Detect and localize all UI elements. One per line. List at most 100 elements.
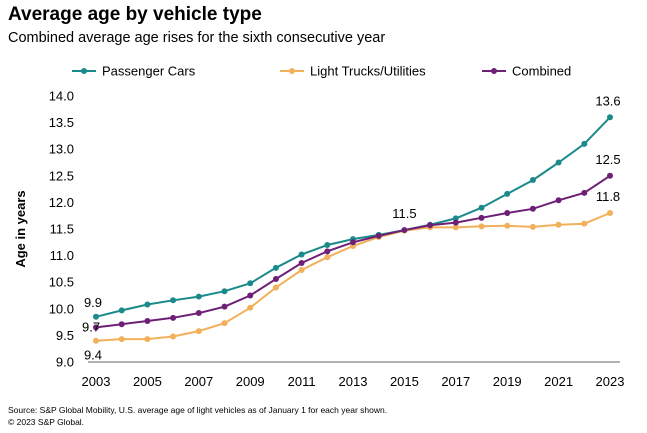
data-point xyxy=(144,336,151,343)
data-point xyxy=(298,266,305,273)
data-point xyxy=(607,114,613,121)
data-point xyxy=(452,224,459,231)
data-point xyxy=(118,336,125,343)
data-point xyxy=(607,210,613,217)
data-point xyxy=(529,205,536,212)
data-point xyxy=(375,232,382,239)
y-tick-label: 13.5 xyxy=(49,115,74,130)
data-label: 13.6 xyxy=(595,93,620,108)
y-tick-label: 9.0 xyxy=(56,355,74,370)
data-point xyxy=(529,223,536,230)
data-point xyxy=(170,297,177,304)
series-line xyxy=(95,212,611,342)
y-tick-label: 12.0 xyxy=(49,195,74,210)
x-tick-label: 2009 xyxy=(236,374,265,389)
legend-label: Passenger Cars xyxy=(102,64,196,79)
x-tick-label: 2019 xyxy=(493,374,522,389)
data-point xyxy=(478,204,485,211)
y-tick-label: 13.0 xyxy=(49,142,74,157)
legend-label: Light Trucks/Utilities xyxy=(310,64,426,79)
data-point xyxy=(324,241,331,248)
data-point xyxy=(221,320,228,327)
copyright-text: © 2023 S&P Global. xyxy=(8,417,85,427)
y-tick-label: 10.5 xyxy=(49,275,74,290)
data-point xyxy=(298,260,305,267)
data-point xyxy=(93,313,99,320)
y-tick-label: 11.0 xyxy=(50,248,74,263)
data-point xyxy=(555,159,562,166)
data-point xyxy=(195,328,202,335)
chart-title: Average age by vehicle type xyxy=(8,4,262,25)
data-label: 11.5 xyxy=(392,206,416,221)
y-tick-label: 12.5 xyxy=(49,168,74,183)
data-point xyxy=(555,221,562,228)
data-point xyxy=(324,248,331,255)
data-point xyxy=(555,197,562,204)
data-point xyxy=(581,220,588,227)
data-point xyxy=(401,227,408,234)
x-tick-label: 2021 xyxy=(544,374,573,389)
source-note: Source: S&P Global Mobility, U.S. averag… xyxy=(8,404,387,428)
x-tick-label: 2011 xyxy=(288,374,316,389)
x-tick-label: 2015 xyxy=(390,374,419,389)
x-tick-label: 2013 xyxy=(339,374,368,389)
data-point xyxy=(118,321,125,328)
y-tick-label: 9.5 xyxy=(56,328,74,343)
data-point xyxy=(478,223,485,230)
x-tick-label: 2007 xyxy=(184,374,213,389)
data-point xyxy=(247,292,254,299)
data-point xyxy=(529,177,536,184)
data-point xyxy=(247,304,254,311)
x-tick-label: 2005 xyxy=(133,374,162,389)
legend-marker xyxy=(81,68,87,74)
data-point xyxy=(272,264,279,271)
data-point xyxy=(170,333,177,340)
source-text: Source: S&P Global Mobility, U.S. averag… xyxy=(8,405,388,415)
data-point xyxy=(221,303,228,310)
data-label: 11.8 xyxy=(596,189,620,204)
data-point xyxy=(452,219,459,226)
data-point xyxy=(581,189,588,196)
data-label: 9.7 xyxy=(82,319,100,334)
data-point xyxy=(195,310,202,317)
data-point xyxy=(581,140,588,147)
data-point xyxy=(478,214,485,221)
x-tick-label: 2017 xyxy=(441,374,470,389)
data-point xyxy=(170,314,177,321)
legend-label: Combined xyxy=(512,64,571,79)
data-point xyxy=(144,301,151,308)
data-point xyxy=(144,318,151,325)
data-point xyxy=(504,222,511,229)
data-point xyxy=(298,251,305,258)
data-label: 9.9 xyxy=(84,295,102,310)
data-point xyxy=(427,222,434,229)
x-tick-label: 2023 xyxy=(596,374,625,389)
series-line xyxy=(95,174,611,329)
data-point xyxy=(272,284,279,291)
data-point xyxy=(118,307,125,314)
legend-marker xyxy=(289,68,295,74)
series-line xyxy=(95,116,611,318)
data-point xyxy=(195,293,202,300)
data-point xyxy=(247,280,254,287)
data-point xyxy=(452,215,459,222)
data-point xyxy=(504,190,511,197)
x-tick-label: 2003 xyxy=(82,374,111,389)
data-label: 9.4 xyxy=(84,348,102,363)
legend-marker xyxy=(491,68,497,74)
y-tick-label: 10.0 xyxy=(49,301,74,316)
y-axis-label: Age in years xyxy=(13,190,28,267)
data-point xyxy=(607,172,613,179)
data-point xyxy=(324,254,331,261)
data-point xyxy=(350,239,356,246)
y-tick-label: 14.0 xyxy=(49,89,74,104)
data-label: 12.5 xyxy=(595,152,620,167)
data-point xyxy=(93,337,99,344)
data-point xyxy=(504,210,511,217)
data-point xyxy=(93,324,99,331)
data-point xyxy=(221,288,228,295)
data-point xyxy=(272,276,279,283)
chart-subtitle: Combined average age rises for the sixth… xyxy=(8,30,386,46)
y-tick-label: 11.5 xyxy=(50,222,74,237)
